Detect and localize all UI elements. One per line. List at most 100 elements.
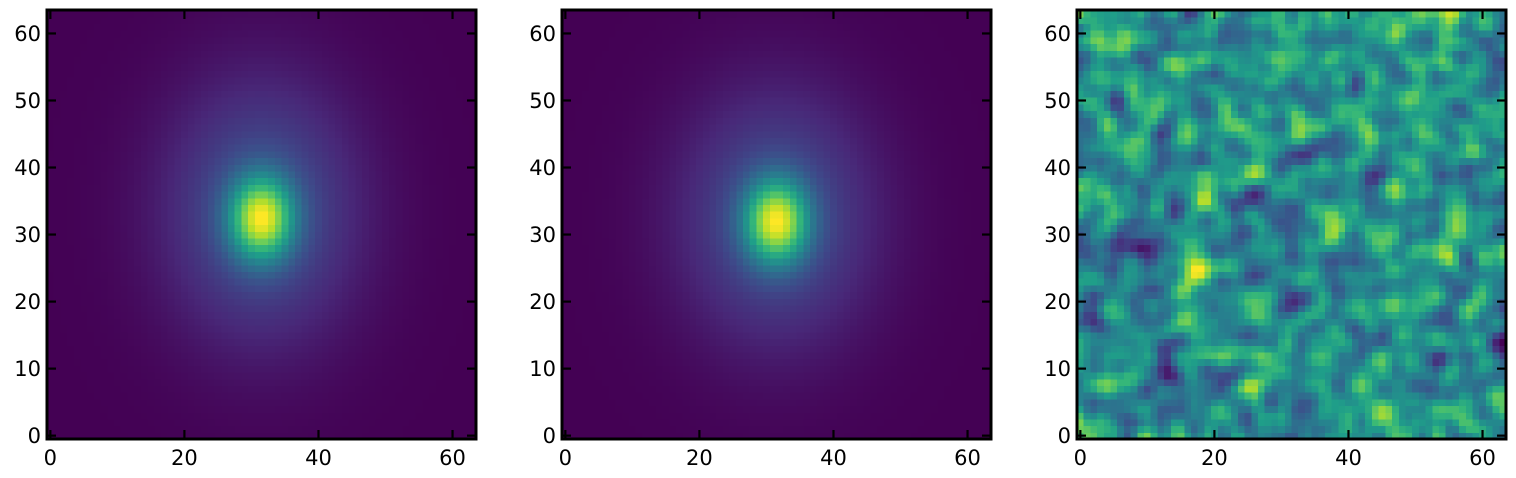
heatmap-cell (53, 258, 61, 266)
heatmap-cell (803, 392, 811, 400)
heatmap-cell (114, 278, 122, 286)
heatmap-cell (207, 325, 216, 333)
heatmap-cell (187, 371, 196, 380)
heatmap-cell (395, 211, 403, 219)
heatmap-cell (568, 371, 576, 380)
heatmap-cell (877, 392, 885, 400)
heatmap-cell (201, 224, 209, 232)
heatmap-cell (53, 97, 61, 105)
heatmap-cell (856, 392, 865, 400)
heatmap-cell (408, 157, 417, 165)
heatmap-cell (944, 385, 952, 393)
heatmap-cell (140, 103, 149, 112)
heatmap-cell (917, 425, 925, 433)
heatmap-cell (435, 56, 444, 65)
heatmap-cell (107, 331, 115, 340)
heatmap-cell (107, 77, 115, 85)
heatmap-cell (321, 418, 330, 427)
heatmap-cell (234, 184, 242, 192)
heatmap-cell (288, 157, 296, 165)
heatmap-cell (160, 217, 169, 226)
heatmap-cell (214, 77, 222, 85)
heatmap-cell (227, 418, 236, 427)
heatmap-cell (254, 36, 263, 45)
heatmap-cell (595, 392, 603, 400)
heatmap-cell (402, 244, 410, 252)
heatmap-cell (248, 90, 256, 98)
heatmap-cell (93, 351, 102, 360)
heatmap-cell (100, 211, 108, 219)
heatmap-cell (207, 10, 216, 18)
heatmap-cell (649, 371, 657, 380)
heatmap-cell (73, 365, 82, 373)
heatmap-cell (234, 425, 242, 433)
heatmap-cell (127, 412, 135, 420)
heatmap-cell (435, 197, 444, 205)
heatmap-cell (970, 418, 979, 427)
heatmap-cell (301, 157, 310, 165)
heatmap-cell (382, 432, 390, 440)
heatmap-cell (194, 264, 202, 273)
heatmap-cell (268, 345, 276, 353)
heatmap-cell (261, 90, 269, 98)
heatmap-cell (194, 103, 202, 112)
heatmap-cell (234, 251, 242, 259)
heatmap-cell (328, 36, 336, 45)
heatmap-cell (221, 90, 229, 98)
heatmap-cell (455, 425, 464, 433)
heatmap-cell (462, 231, 470, 239)
heatmap-cell (281, 190, 289, 199)
heatmap-cell (248, 224, 256, 232)
heatmap-cell (415, 144, 423, 152)
heatmap-cell (608, 418, 617, 427)
heatmap-cell (301, 177, 310, 185)
heatmap-cell (261, 164, 269, 172)
heatmap-cell (207, 150, 216, 159)
heatmap-cell (80, 392, 88, 400)
heatmap-cell (608, 425, 617, 433)
heatmap-cell (462, 412, 470, 420)
heatmap-cell (429, 63, 437, 71)
heatmap-cell (429, 325, 437, 333)
heatmap-cell (114, 217, 122, 226)
heatmap-cell (662, 392, 670, 400)
heatmap-cell (127, 184, 135, 192)
heatmap-cell (308, 50, 316, 58)
heatmap-cell (796, 432, 804, 440)
heatmap-cell (341, 304, 350, 313)
heatmap-cell (388, 184, 397, 192)
heatmap-cell (241, 251, 249, 259)
heatmap-cell (328, 97, 336, 105)
heatmap-cell (408, 264, 417, 273)
heatmap-cell (348, 371, 356, 380)
heatmap-cell (368, 43, 377, 51)
heatmap-cell (281, 103, 289, 112)
heatmap-cell (395, 398, 403, 407)
heatmap-cell (328, 237, 336, 246)
heatmap-cell (127, 16, 135, 24)
heatmap-cell (796, 358, 804, 366)
heatmap-cell (147, 50, 155, 58)
heatmap-cell (80, 157, 88, 165)
heatmap-cell (154, 30, 162, 38)
heatmap-cell (315, 278, 323, 286)
heatmap-cell (67, 318, 75, 326)
heatmap-cell (736, 345, 744, 353)
heatmap-cell (388, 56, 397, 65)
heatmap-cell (662, 378, 670, 386)
heatmap-cell (382, 298, 390, 306)
heatmap-cell (803, 425, 811, 433)
heatmap-cell (154, 224, 162, 232)
heatmap-cell (274, 70, 283, 78)
heatmap-cell (890, 432, 898, 440)
heatmap-cell (642, 418, 650, 427)
heatmap-cell (120, 90, 129, 98)
heatmap-cell (181, 224, 189, 232)
heatmap-cell (588, 385, 597, 393)
heatmap-cell (80, 298, 88, 306)
heatmap-cell (803, 365, 811, 373)
heatmap-cell (402, 425, 410, 433)
heatmap-cell (395, 331, 403, 340)
heatmap-cell (382, 251, 390, 259)
heatmap-cell (709, 432, 717, 440)
